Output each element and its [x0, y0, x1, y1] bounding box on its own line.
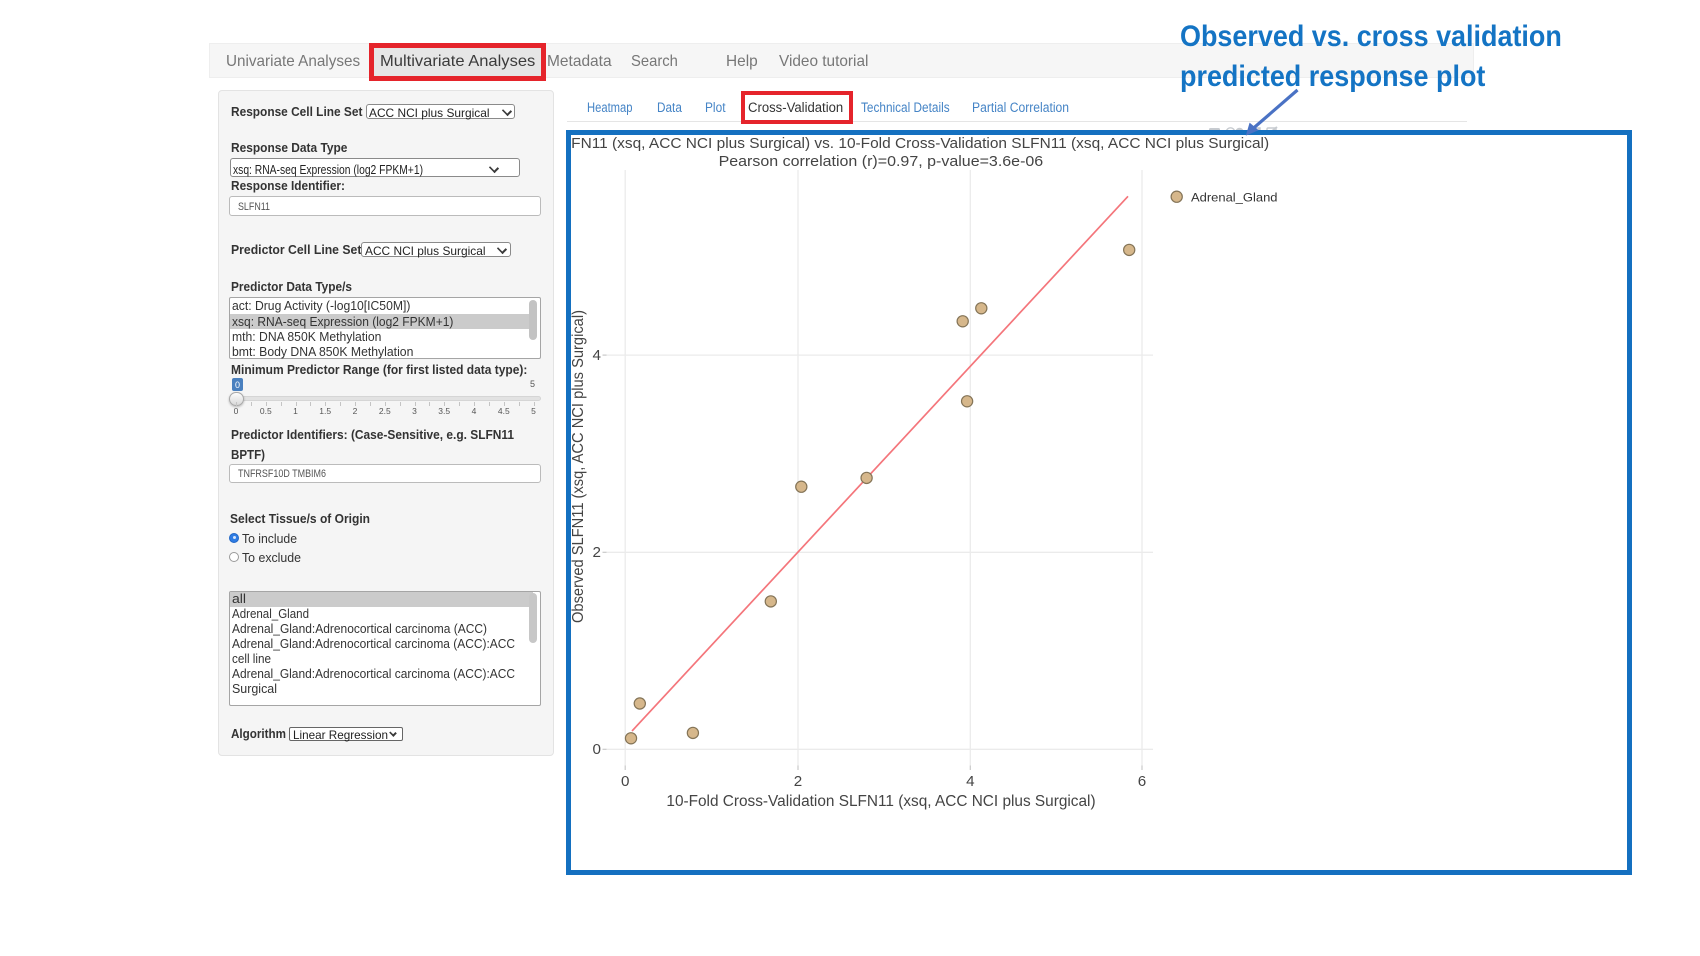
svg-text:6: 6 — [1138, 773, 1146, 790]
svg-text:2: 2 — [593, 544, 601, 561]
svg-text:2: 2 — [794, 773, 802, 790]
svg-text:10-Fold Cross-Validation SLFN1: 10-Fold Cross-Validation SLFN11 (xsq, AC… — [666, 793, 1095, 810]
svg-text:4: 4 — [593, 347, 601, 364]
svg-text:Adrenal_Gland: Adrenal_Gland — [1191, 191, 1278, 205]
svg-text:SLFN11 (xsq, ACC NCI plus Surg: SLFN11 (xsq, ACC NCI plus Surgical) vs. … — [571, 135, 1269, 152]
svg-text:Observed SLFN11 (xsq, ACC NCI: Observed SLFN11 (xsq, ACC NCI plus Surgi… — [571, 310, 587, 623]
svg-text:0: 0 — [621, 773, 629, 790]
svg-text:0: 0 — [593, 741, 601, 758]
svg-text:Pearson correlation (r)=0.97,: Pearson correlation (r)=0.97, p-value=3.… — [719, 153, 1044, 170]
svg-text:4: 4 — [966, 773, 974, 790]
